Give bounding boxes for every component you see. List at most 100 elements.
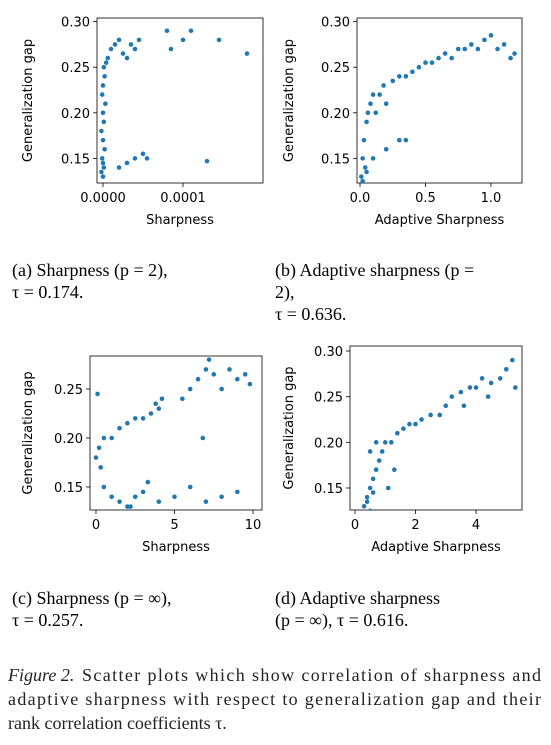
point: [361, 503, 367, 509]
point: [117, 425, 122, 431]
point: [473, 385, 479, 390]
point: [219, 386, 224, 392]
point: [370, 490, 376, 495]
point: [164, 28, 170, 34]
point: [381, 83, 386, 88]
point: [449, 55, 454, 61]
point: [235, 376, 240, 382]
point: [100, 174, 106, 179]
point: [100, 160, 106, 166]
y-tick-label: 0.30: [61, 16, 90, 31]
point: [458, 389, 464, 395]
y-tick-label: 0.15: [321, 152, 350, 167]
point: [206, 357, 212, 362]
x-tick-label: 0.0001: [160, 191, 206, 206]
x-tick-label: 0: [92, 518, 100, 533]
point: [376, 458, 382, 463]
point: [413, 421, 418, 427]
point: [367, 449, 373, 454]
point: [116, 165, 122, 170]
point: [159, 396, 165, 402]
figure-caption-line: Scatter plots which show correlation of …: [82, 665, 541, 685]
point: [101, 484, 107, 490]
point: [103, 101, 108, 106]
point: [132, 416, 138, 421]
point: [390, 78, 396, 84]
point: [428, 412, 433, 418]
figure-label: Figure 2.: [7, 665, 74, 685]
point: [442, 51, 448, 56]
point: [242, 372, 248, 377]
point: [128, 504, 133, 509]
y-axis-label: Generalization gap: [21, 371, 36, 494]
y-tick-label: 0.20: [61, 107, 90, 122]
point: [136, 37, 142, 43]
point: [416, 64, 422, 70]
point: [368, 101, 373, 106]
point: [383, 146, 389, 152]
point: [410, 69, 415, 75]
figure-caption-line: adaptive sharpness with respect to gener…: [8, 689, 541, 709]
point: [360, 178, 365, 183]
point: [99, 92, 105, 97]
point: [370, 92, 376, 97]
x-tick-label: 1.0: [481, 191, 502, 206]
point: [377, 92, 382, 97]
point: [455, 46, 461, 52]
y-tick-label: 0.25: [54, 383, 83, 398]
point: [156, 406, 162, 411]
point: [244, 51, 250, 56]
point: [103, 60, 109, 65]
plot-frame: [89, 355, 263, 511]
point: [96, 445, 102, 451]
point: [462, 46, 468, 52]
point: [100, 110, 106, 116]
x-tick-label: 10: [245, 518, 262, 533]
point: [203, 499, 209, 504]
point: [497, 376, 503, 381]
x-tick-label: 0: [351, 518, 359, 533]
point: [99, 128, 104, 134]
point: [365, 110, 371, 116]
subcaption: (p = ∞), τ = 0.616.: [275, 610, 408, 631]
point: [227, 367, 232, 372]
point: [364, 119, 369, 125]
point: [449, 394, 455, 399]
point: [140, 416, 146, 421]
subcaption: τ = 0.257.: [12, 610, 83, 630]
y-tick-label: 0.15: [61, 152, 90, 167]
x-tick-label: 4: [472, 518, 480, 533]
y-axis-label: Generalization gap: [21, 39, 36, 162]
point: [125, 421, 130, 426]
point: [379, 449, 385, 454]
point: [396, 137, 402, 143]
point: [401, 426, 406, 431]
point: [437, 412, 443, 418]
x-tick-label: 0.5: [415, 191, 436, 206]
point: [508, 55, 513, 61]
point: [443, 403, 449, 409]
point: [187, 484, 193, 490]
point: [488, 380, 494, 386]
point: [128, 42, 134, 47]
point: [120, 51, 126, 56]
point: [145, 479, 151, 485]
point: [200, 435, 206, 441]
point: [467, 385, 473, 390]
y-axis-label: Generalization gap: [282, 39, 297, 162]
point: [117, 499, 122, 504]
point: [367, 485, 373, 491]
points: [93, 357, 253, 509]
point: [132, 494, 138, 500]
point: [479, 376, 485, 381]
point: [124, 160, 130, 166]
point: [188, 28, 194, 34]
point: [180, 37, 186, 43]
point: [403, 74, 409, 79]
y-axis-label: Generalization gap: [282, 366, 297, 489]
point: [124, 55, 130, 61]
subcaption: (a) Sharpness (p = 2),: [12, 260, 168, 281]
point: [461, 403, 467, 409]
point: [93, 455, 99, 460]
point: [373, 440, 379, 445]
